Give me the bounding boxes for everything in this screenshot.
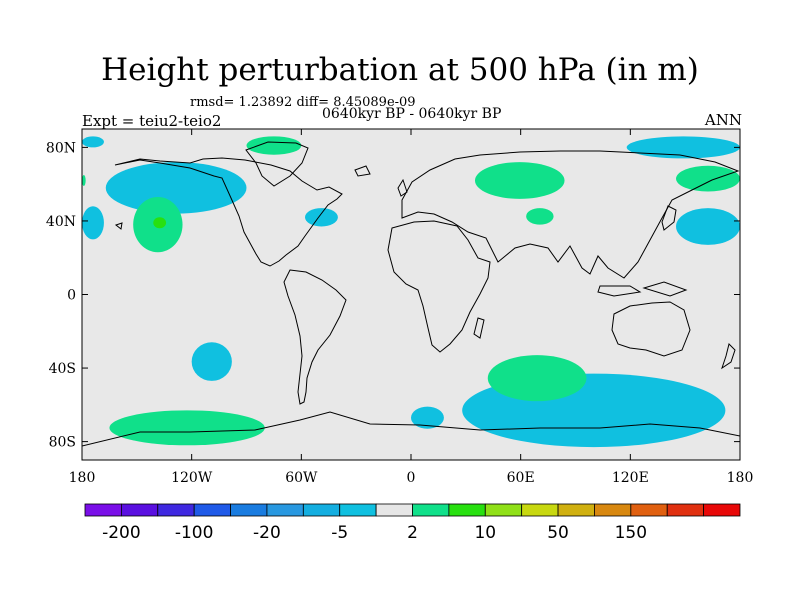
anomaly-region-negative xyxy=(626,136,740,159)
colorbar-box xyxy=(230,503,268,517)
anomaly-region-negative xyxy=(191,342,232,381)
colorbar-box xyxy=(630,503,668,517)
anomaly-region-positive xyxy=(153,217,167,229)
x-tick-label: 120W xyxy=(171,470,213,486)
y-tick-label: 80S xyxy=(49,435,76,451)
x-tick-label: 0 xyxy=(407,470,416,486)
coastline-australia xyxy=(611,301,691,357)
x-tick-label: 180 xyxy=(727,470,754,486)
y-tick-label: 40N xyxy=(46,214,76,230)
experiment-label: Expt = teiu2-teio2 xyxy=(82,112,222,130)
coastline-eurasia xyxy=(401,150,740,279)
colorbar-box xyxy=(703,503,741,517)
colorbar-label: -100 xyxy=(175,523,214,543)
colorbar-box xyxy=(484,503,523,517)
period-subtitle: 0640kyr BP - 0640kyr BP xyxy=(322,106,502,122)
colorbar-box xyxy=(193,503,231,517)
colorbar-label: 150 xyxy=(615,523,647,543)
anomaly-region-negative xyxy=(82,136,104,148)
x-tick-label: 60W xyxy=(285,470,318,486)
colorbar-box xyxy=(157,503,195,517)
colorbar-label: 2 xyxy=(407,523,418,543)
colorbar-box xyxy=(339,503,377,517)
anomaly-region-positive xyxy=(109,410,265,446)
colorbar-box xyxy=(521,503,559,517)
colorbar-label: 10 xyxy=(474,523,496,543)
axis-ticks: 180 120W 60W 0 60E 120E 180 80N 40N 0 40S 80S xyxy=(46,129,753,486)
colorbar-box xyxy=(302,503,341,517)
colorbar-box xyxy=(266,503,304,517)
coastline-islands xyxy=(114,165,736,370)
colorbar-box xyxy=(666,503,705,517)
colorbar-box xyxy=(375,503,413,517)
coastline-greenland xyxy=(245,141,309,187)
colorbar-label: -5 xyxy=(331,523,348,543)
chart-title: Height perturbation at 500 hPa (in m) xyxy=(101,52,699,88)
colorbar-box xyxy=(120,503,159,517)
colorbar-label: -20 xyxy=(253,523,281,543)
colorbar-box xyxy=(448,503,486,517)
anomaly-region-negative xyxy=(304,208,338,227)
y-tick-label: 80N xyxy=(46,140,76,156)
colorbar-box xyxy=(84,503,122,517)
coastline-north-america xyxy=(114,157,343,267)
anomaly-region-negative xyxy=(411,406,444,429)
coastline-africa xyxy=(387,220,491,353)
x-tick-label: 120E xyxy=(612,470,649,486)
stats-subtitle: rmsd= 1.23892 diff= 8.45089e-09 xyxy=(190,95,416,110)
y-tick-label: 0 xyxy=(67,288,76,304)
anomaly-region-positive xyxy=(526,208,554,225)
colorbar-labels: -200 -100 -20 -5 2 10 50 150 xyxy=(102,523,647,543)
anomaly-region-negative xyxy=(82,206,104,240)
anomaly-region-positive xyxy=(487,355,587,402)
coastlines xyxy=(82,141,740,447)
anomaly-region-positive xyxy=(676,165,740,192)
colorbar-boxes xyxy=(84,503,741,517)
colorbar-label: -200 xyxy=(102,523,141,543)
y-tick-label: 40S xyxy=(49,361,76,377)
colorbar-box xyxy=(594,503,632,517)
x-tick-label: 180 xyxy=(69,470,96,486)
colorbar-box xyxy=(412,503,450,517)
anomaly-region-positive xyxy=(474,162,565,199)
x-tick-label: 60E xyxy=(507,470,535,486)
season-label: ANN xyxy=(704,111,742,129)
colorbar-box xyxy=(557,503,595,517)
coastline-antarctica xyxy=(82,411,740,447)
anomaly-region-negative xyxy=(676,208,740,245)
coastline-south-america xyxy=(283,269,347,405)
anomaly-region-positive xyxy=(246,136,302,155)
colorbar-label: 50 xyxy=(547,523,569,543)
anomaly-region-positive xyxy=(82,174,86,187)
